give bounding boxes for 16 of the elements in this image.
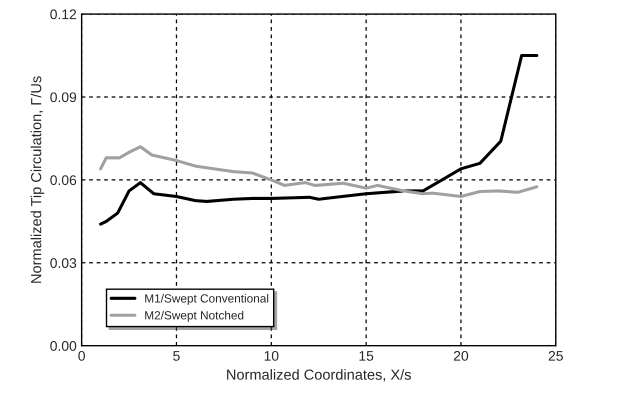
line-series bbox=[99, 145, 538, 198]
x-tick-label: 15 bbox=[359, 351, 374, 361]
y-axis-title: Normalized Tip Circulation, Γ/Us bbox=[30, 76, 44, 283]
x-tick-label: 0 bbox=[78, 350, 85, 361]
x-axis-title: Normalized Coordinates, X/s bbox=[227, 369, 411, 382]
y-tick-label: 0.09 bbox=[50, 92, 76, 102]
y-tick-label: 0.12 bbox=[50, 9, 76, 20]
x-tick-label: 5 bbox=[173, 351, 180, 361]
x-tick-label: 25 bbox=[548, 350, 563, 361]
x-tick-label: 20 bbox=[454, 350, 468, 361]
y-tick-label: 0.03 bbox=[50, 258, 76, 268]
legend-label: M2/Swept Notched bbox=[145, 310, 244, 322]
y-tick-label: 0.00 bbox=[50, 341, 76, 351]
y-tick-label: 0.06 bbox=[50, 175, 76, 186]
legend-label: M1/Swept Conventional bbox=[145, 294, 268, 305]
x-tick-label: 10 bbox=[264, 350, 278, 361]
